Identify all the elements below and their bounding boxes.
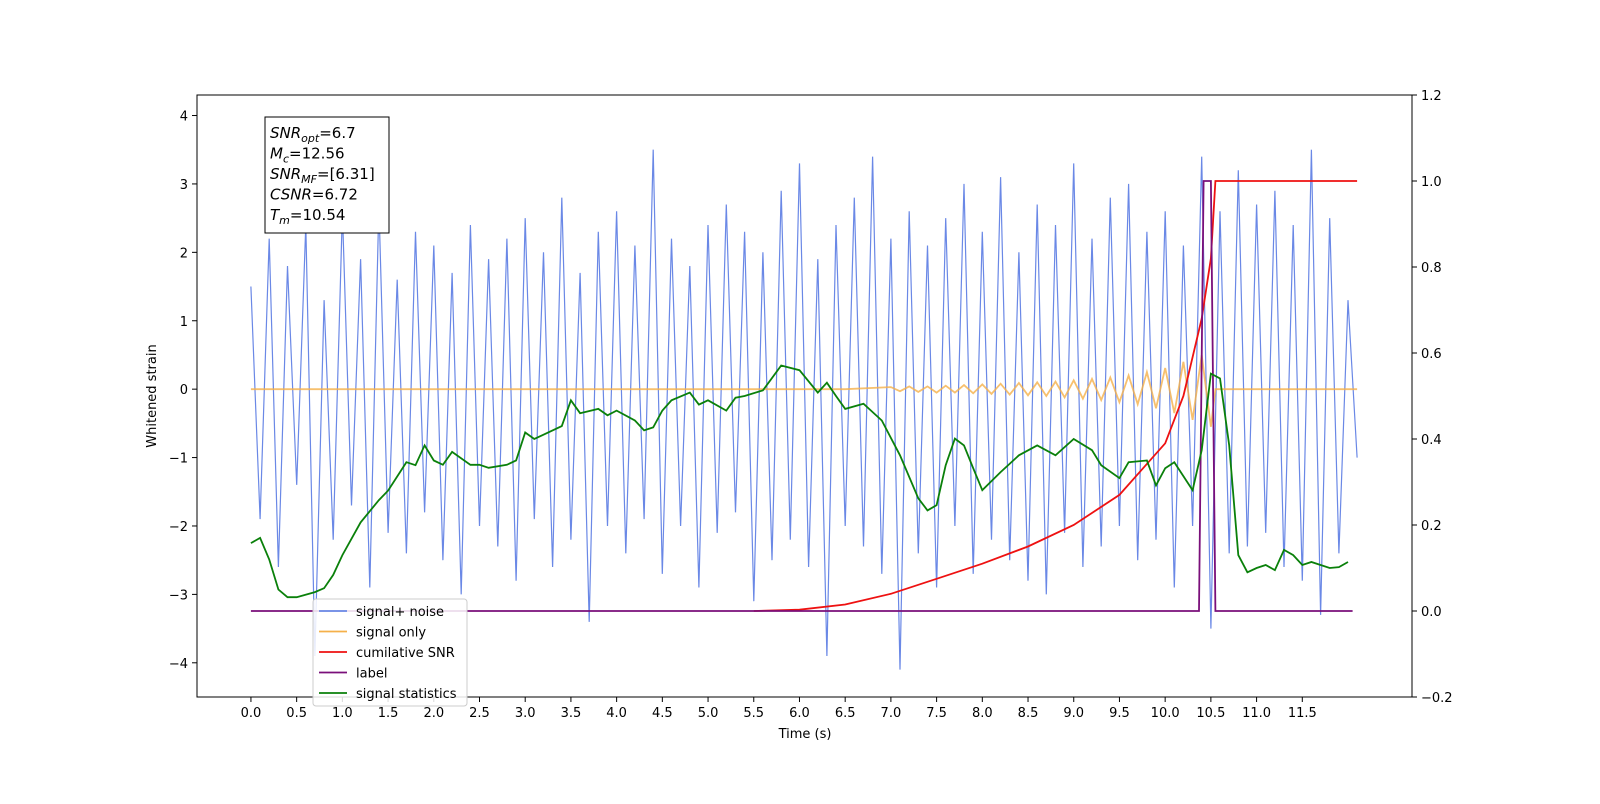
annotation-base: T [270, 206, 281, 224]
series-line [250, 149, 1358, 670]
x-tick-label: 10.0 [1151, 706, 1180, 721]
annotation-text: =10.54 [290, 206, 346, 224]
series-line [250, 364, 1349, 599]
plot-frame [196, 94, 1413, 698]
annotation-text: =6.7 [319, 124, 355, 142]
y2-tick-label: 1.2 [1421, 89, 1442, 104]
y-tick-label: 1 [180, 315, 188, 330]
x-tick-label: 1.0 [332, 706, 353, 721]
x-tick-label: 6.5 [835, 706, 856, 721]
x-tick-label: 11.5 [1288, 706, 1317, 721]
y-tick-label: 0 [180, 383, 188, 398]
y-tick-label: −4 [169, 657, 188, 672]
x-tick-label: 0.0 [241, 706, 262, 721]
legend-label: signal only [356, 626, 426, 641]
x-tick-label: 7.0 [881, 706, 902, 721]
y-tick-label: 4 [180, 110, 188, 125]
annotation-text: Mc=12.56 [270, 145, 345, 166]
x-tick-label: 4.0 [606, 706, 627, 721]
x-tick-label: 4.5 [652, 706, 673, 721]
x-tick-label: 11.0 [1242, 706, 1271, 721]
annotation-sub: c [283, 153, 289, 166]
annotation-box [264, 116, 390, 234]
legend-label: signal+ noise [356, 605, 444, 620]
series-line [250, 180, 1353, 612]
y2-tick-label: 0.0 [1421, 605, 1442, 620]
y2-tick-label: 1.0 [1421, 175, 1442, 190]
x-axis-label: Time (s) [778, 727, 832, 742]
x-tick-label: 9.5 [1109, 706, 1130, 721]
annotation-text: =12.56 [289, 145, 345, 163]
legend-box [312, 598, 468, 707]
y2-tick-label: 0.6 [1421, 347, 1442, 362]
y-tick-label: −1 [169, 452, 188, 467]
x-tick-label: 9.0 [1063, 706, 1084, 721]
y-tick-label: −3 [169, 588, 188, 603]
annotation-text: =[6.31] [317, 165, 375, 183]
x-tick-label: 2.5 [469, 706, 490, 721]
x-tick-label: 2.0 [423, 706, 444, 721]
x-tick-label: 5.5 [743, 706, 764, 721]
x-tick-label: 8.0 [972, 706, 993, 721]
legend-label: signal statistics [356, 687, 457, 702]
series-line [250, 354, 1358, 427]
annotation-text: CSNR=6.72 [270, 186, 358, 204]
y2-tick-label: 0.8 [1421, 261, 1442, 276]
annotation-base: CSNR [270, 186, 312, 204]
x-tick-label: 7.5 [926, 706, 947, 721]
annotation-text: Tm=10.54 [270, 206, 345, 227]
annotation-sub: opt [301, 132, 320, 145]
annotation-text: SNRopt=6.7 [270, 124, 356, 145]
annotation-base: M [270, 145, 283, 163]
x-tick-label: 3.0 [515, 706, 536, 721]
annotation-sub: MF [301, 173, 317, 186]
y2-tick-label: −0.2 [1421, 691, 1453, 706]
legend-label: cumilative SNR [356, 646, 455, 661]
annotation-text: SNRMF=[6.31] [270, 165, 375, 186]
y2-tick-label: 0.4 [1421, 433, 1442, 448]
x-tick-label: 1.5 [378, 706, 399, 721]
y-tick-label: −2 [169, 520, 188, 535]
y2-tick-label: 0.2 [1421, 519, 1442, 534]
y-tick-label: 3 [180, 178, 188, 193]
series-line [753, 180, 1358, 612]
annotation-sub: m [279, 214, 290, 227]
x-tick-label: 10.5 [1196, 706, 1225, 721]
x-tick-label: 0.5 [286, 706, 307, 721]
annotation-base: SNR [270, 165, 301, 183]
x-tick-label: 6.0 [789, 706, 810, 721]
x-tick-label: 3.5 [561, 706, 582, 721]
annotation-base: SNR [270, 124, 301, 142]
y-tick-label: 2 [180, 246, 188, 261]
x-tick-label: 5.0 [698, 706, 719, 721]
legend-label: label [356, 667, 387, 682]
annotation-text: =6.72 [312, 186, 358, 204]
y-axis-label: Whitened strain [145, 344, 160, 447]
x-tick-label: 8.5 [1018, 706, 1039, 721]
